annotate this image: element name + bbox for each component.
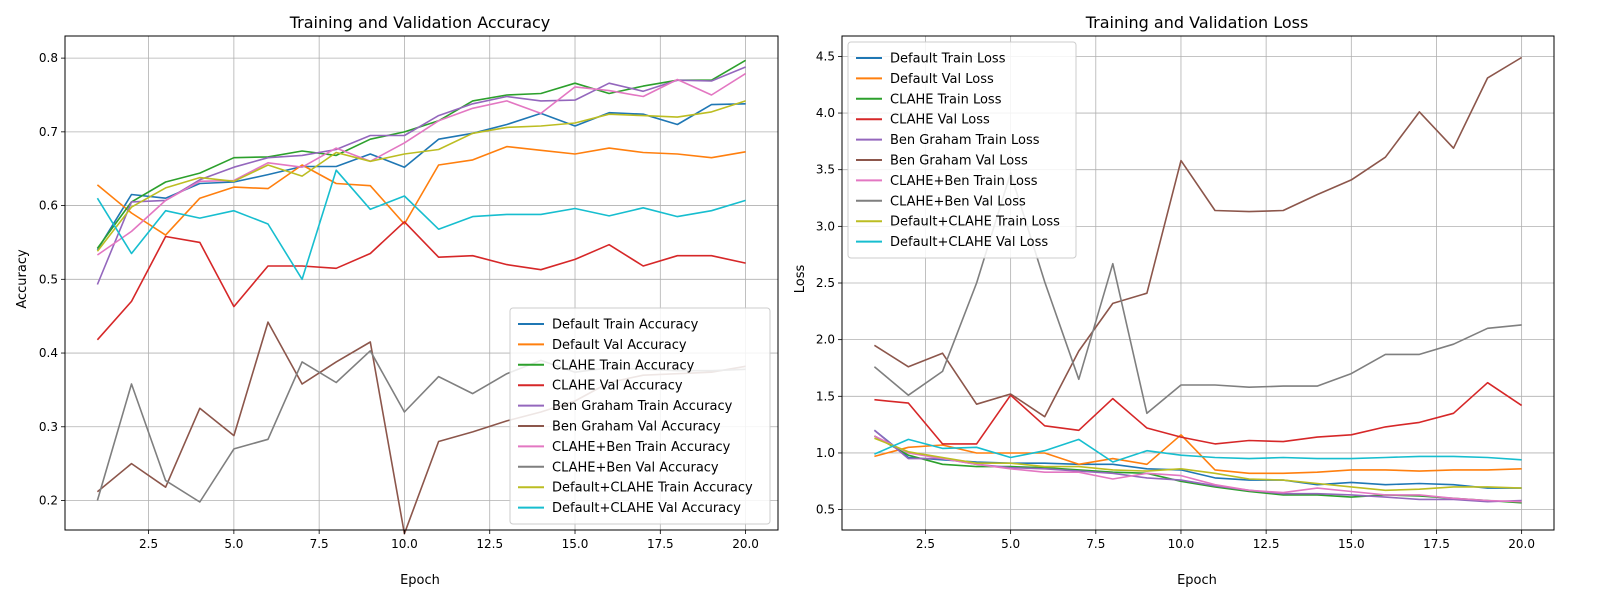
accuracy-y-axis-label: Accuracy (15, 249, 30, 309)
loss-y-tick-label: 2.0 (816, 333, 835, 347)
legend-label-clahe-ben-val-loss: CLAHE+Ben Val Loss (890, 194, 1026, 209)
accuracy-y-tick-label: 0.7 (39, 125, 58, 139)
accuracy-x-tick-label: 12.5 (476, 537, 503, 551)
loss-y-tick-label: 0.5 (816, 503, 835, 517)
series-line-default-val-loss (874, 433, 1522, 475)
loss-legend-box (847, 41, 1077, 259)
loss-x-tick-label: 10.0 (1168, 537, 1195, 551)
series-line-clahe-train-accuracy (96, 59, 747, 249)
accuracy-y-tick-label: 0.6 (39, 199, 58, 213)
legend-label-default-clahe-train-loss: Default+CLAHE Train Loss (890, 215, 1060, 230)
accuracy-legend: Default Train Accuracy Default Val Accura… (509, 307, 771, 525)
legend-label-clahe-train-accuracy: CLAHE Train Accuracy (552, 358, 695, 373)
legend-label-default-val-accuracy: Default Val Accuracy (552, 338, 687, 353)
series-line-default-clahe-val-loss (874, 438, 1522, 463)
accuracy-chart-title: Training and Validation Accuracy (289, 13, 551, 32)
loss-y-tick-label: 3.0 (816, 219, 835, 233)
loss-y-tick-label: 1.0 (816, 446, 835, 460)
series-line-default-clahe-train-accuracy (96, 100, 746, 252)
loss-x-tick-label: 12.5 (1253, 537, 1280, 551)
legend-label-clahe-ben-val-accuracy: CLAHE+Ben Val Accuracy (552, 460, 719, 475)
legend-label-ben-graham-train-accuracy: Ben Graham Train Accuracy (552, 399, 733, 414)
loss-legend: Default Train Loss Default Val Loss CLAHE … (847, 41, 1077, 259)
series-line-default-clahe-train-loss (874, 437, 1522, 492)
loss-ticks: 2.5 5.0 7.5 10.0 12.5 15.0 17.5 20.0 0.5 1.0 1.5 2.… (816, 49, 1535, 551)
accuracy-x-tick-label: 5.0 (224, 537, 243, 551)
legend-label-default-val-loss: Default Val Loss (890, 72, 994, 87)
loss-chart: Training and Validation Loss Epoch Loss … (793, 13, 1555, 588)
legend-label-clahe-ben-train-loss: CLAHE+Ben Train Loss (890, 174, 1038, 189)
accuracy-x-tick-label: 7.5 (310, 537, 329, 551)
series-line-clahe-ben-train-accuracy (96, 72, 747, 256)
accuracy-x-tick-label: 10.0 (391, 537, 418, 551)
loss-chart-title: Training and Validation Loss (1085, 13, 1309, 32)
legend-label-default-train-loss: Default Train Loss (890, 52, 1006, 67)
series-line-clahe-val-loss (874, 381, 1523, 445)
accuracy-x-tick-label: 20.0 (732, 537, 759, 551)
loss-y-tick-label: 1.5 (816, 389, 835, 403)
loss-x-tick-label: 2.5 (916, 537, 935, 551)
accuracy-y-tick-label: 0.2 (39, 494, 58, 508)
legend-label-default-train-accuracy: Default Train Accuracy (552, 318, 699, 333)
legend-label-default-clahe-val-loss: Default+CLAHE Val Loss (890, 235, 1048, 250)
series-line-clahe-train-loss (874, 435, 1522, 504)
legend-label-ben-graham-val-loss: Ben Graham Val Loss (890, 154, 1028, 169)
series-line-default-clahe-val-accuracy (96, 169, 746, 281)
series-line-clahe-ben-train-loss (874, 435, 1522, 503)
accuracy-ticks: 2.5 5.0 7.5 10.0 12.5 15.0 17.5 20.0 0.2 0.3 0.4 0.… (39, 51, 759, 551)
legend-label-ben-graham-train-loss: Ben Graham Train Loss (890, 133, 1040, 148)
accuracy-x-tick-label: 17.5 (647, 537, 674, 551)
accuracy-plot-frame (64, 35, 779, 531)
loss-x-axis-label: Epoch (1177, 573, 1217, 588)
series-line-default-train-accuracy (96, 103, 746, 251)
legend-label-clahe-val-loss: CLAHE Val Loss (890, 113, 990, 128)
legend-label-clahe-ben-train-accuracy: CLAHE+Ben Train Accuracy (552, 440, 731, 455)
series-line-ben-graham-train-accuracy (96, 66, 746, 285)
accuracy-y-tick-label: 0.4 (39, 346, 58, 360)
loss-y-tick-label: 4.5 (816, 49, 835, 63)
loss-y-tick-label: 4.0 (816, 106, 835, 120)
accuracy-x-tick-label: 2.5 (139, 537, 158, 551)
legend-label-clahe-train-loss: CLAHE Train Loss (890, 92, 1002, 107)
loss-x-tick-label: 20.0 (1508, 537, 1535, 551)
loss-x-tick-label: 17.5 (1423, 537, 1450, 551)
legend-label-ben-graham-val-accuracy: Ben Graham Val Accuracy (552, 420, 721, 435)
loss-y-tick-label: 3.5 (816, 163, 835, 177)
legend-label-default-clahe-val-accuracy: Default+CLAHE Val Accuracy (552, 501, 741, 516)
accuracy-chart: Training and Validation Accuracy Epoch A… (15, 13, 779, 588)
loss-x-tick-label: 15.0 (1338, 537, 1365, 551)
series-line-default-val-accuracy (96, 145, 746, 236)
accuracy-y-tick-label: 0.3 (39, 420, 58, 434)
accuracy-x-axis-label: Epoch (400, 573, 440, 588)
series-line-default-train-loss (873, 429, 1522, 489)
loss-plot-area (873, 56, 1523, 504)
accuracy-y-tick-label: 0.5 (39, 272, 58, 286)
loss-y-tick-label: 2.5 (816, 276, 835, 290)
legend-label-default-clahe-train-accuracy: Default+CLAHE Train Accuracy (552, 481, 753, 496)
accuracy-legend-box (509, 307, 771, 525)
loss-y-axis-label: Loss (793, 265, 808, 294)
accuracy-x-tick-label: 15.0 (562, 537, 589, 551)
series-line-clahe-ben-val-loss (873, 172, 1522, 415)
series-line-clahe-val-accuracy (96, 221, 746, 341)
loss-x-tick-label: 5.0 (1001, 537, 1020, 551)
loss-x-tick-label: 7.5 (1086, 537, 1105, 551)
legend-label-clahe-val-accuracy: CLAHE Val Accuracy (552, 379, 683, 394)
accuracy-y-tick-label: 0.8 (39, 51, 58, 65)
series-line-ben-graham-val-loss (873, 56, 1523, 418)
